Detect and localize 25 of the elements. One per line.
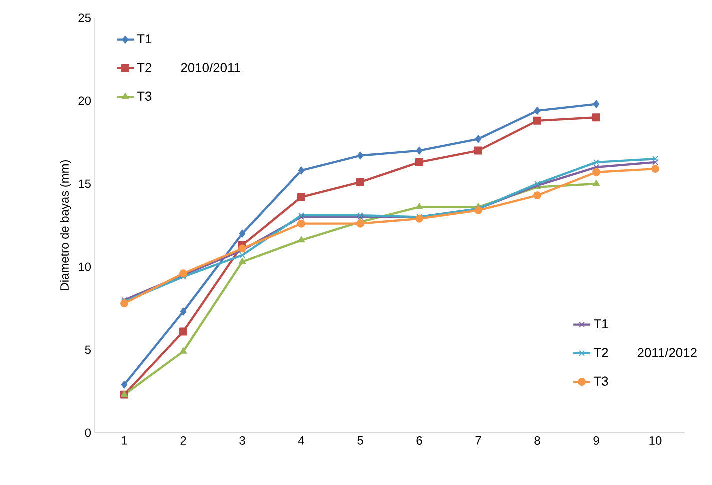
legend-label: T3 xyxy=(594,376,608,386)
y-tick-label: 10 xyxy=(79,262,92,272)
x-tick-label: 9 xyxy=(594,436,600,445)
legend-label: T2 xyxy=(137,63,152,72)
y-tick-label: 0 xyxy=(85,428,92,438)
x-tick-label: 5 xyxy=(358,436,364,445)
x-tick-label: 2 xyxy=(180,436,186,445)
y-tick-label: 15 xyxy=(79,180,91,188)
legend-label: T3 xyxy=(137,92,152,101)
legend-label: T2 xyxy=(594,348,608,358)
x-tick-label: 6 xyxy=(416,436,422,445)
x-tick-label: 10 xyxy=(650,436,662,445)
annotation: 2011/2012 xyxy=(638,348,697,358)
y-tick-label: 5 xyxy=(85,346,91,354)
x-tick-label: 4 xyxy=(298,436,304,445)
annotation: 2010/2011 xyxy=(181,62,240,72)
legend-label: T1 xyxy=(594,320,608,329)
y-tick-label: 25 xyxy=(78,14,91,22)
x-tick-label: 8 xyxy=(534,436,540,445)
x-tick-label: 1 xyxy=(122,436,128,445)
y-axis-title: Diametro de bayas (mm) xyxy=(60,160,72,290)
legend-label: T1 xyxy=(137,34,152,44)
x-tick-label: 7 xyxy=(476,436,482,445)
x-tick-label: 3 xyxy=(240,436,246,445)
y-tick-label: 20 xyxy=(78,96,92,106)
